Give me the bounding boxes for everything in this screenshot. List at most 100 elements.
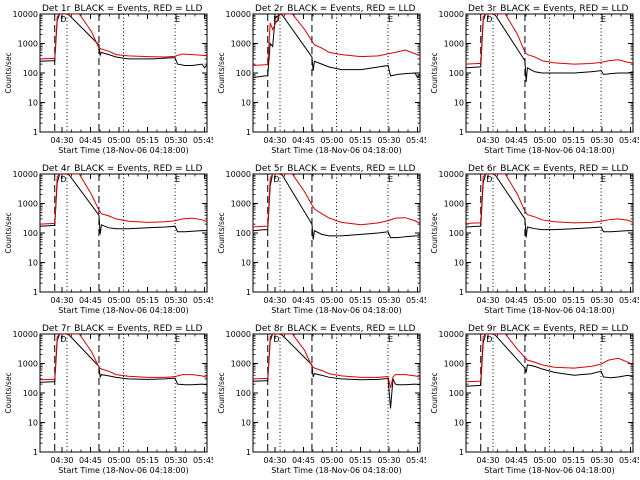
- events-series-line: [40, 334, 207, 386]
- x-tick-label: 05:45: [193, 296, 213, 305]
- y-tick-label: 10000: [226, 330, 251, 339]
- y-tick-label: 10000: [439, 10, 464, 19]
- marker-label: E: [175, 15, 180, 24]
- y-tick-label: 1000: [231, 40, 251, 49]
- panel-title-detector: Det 3r: [468, 4, 497, 14]
- x-tick-label: 05:45: [406, 136, 426, 145]
- y-tick-label: 10000: [439, 330, 464, 339]
- panel-title-detector: Det 1r: [42, 4, 71, 14]
- chart-svg: Det 3r BLACK = Events, RED = LLD 1 10 100 100…: [430, 4, 639, 155]
- chart-svg: Det 4r BLACK = Events, RED = LLD 1 10 100 100…: [4, 164, 213, 315]
- marker-label: E: [601, 175, 606, 184]
- x-tick-label: 05:00: [107, 456, 130, 465]
- y-tick-label: 100: [449, 69, 464, 78]
- panel-title-detector: Det 2r: [255, 4, 284, 14]
- panel-title: Det 1r BLACK = Events, RED = LLD: [42, 4, 202, 14]
- x-tick-label: 05:00: [320, 136, 343, 145]
- x-tick-label: 05:00: [533, 136, 556, 145]
- x-axis-label: Start Time (18-Nov-06 04:18:00): [484, 466, 614, 475]
- events-series-line: [466, 334, 633, 387]
- x-axis-label: Start Time (18-Nov-06 04:18:00): [271, 466, 401, 475]
- x-axis-label: Start Time (18-Nov-06 04:18:00): [271, 146, 401, 155]
- y-tick-label: 10000: [226, 10, 251, 19]
- panel-title-legend: BLACK = Events, RED = LLD: [500, 164, 628, 174]
- chart-svg: Det 7r BLACK = Events, RED = LLD 1 10 100 100…: [4, 324, 213, 475]
- plot-area: [466, 14, 633, 132]
- panel-title: Det 7r BLACK = Events, RED = LLD: [42, 324, 202, 334]
- x-tick-label: 05:15: [136, 296, 159, 305]
- chart-panel: Det 8r BLACK = Events, RED = LLD 1 10 100 100…: [213, 320, 426, 480]
- x-tick-label: 05:30: [377, 456, 400, 465]
- marker-label: D: [486, 175, 492, 184]
- chart-svg: Det 2r BLACK = Events, RED = LLD 1 10 100 100…: [217, 4, 426, 155]
- x-tick-label: 05:30: [590, 456, 613, 465]
- y-tick-label: 1000: [231, 360, 251, 369]
- x-tick-label: 05:00: [320, 456, 343, 465]
- panel-title-detector: Det 7r: [42, 324, 71, 334]
- panel-title-legend: BLACK = Events, RED = LLD: [500, 4, 628, 14]
- chart-panel: Det 4r BLACK = Events, RED = LLD 1 10 100 100…: [0, 160, 213, 320]
- x-tick-label: 05:30: [590, 296, 613, 305]
- y-tick-label: 1: [459, 128, 464, 137]
- y-axis-label: Counts/sec: [4, 372, 13, 413]
- x-tick-label: 05:30: [590, 136, 613, 145]
- lld-series-line: [466, 174, 633, 224]
- plot-area: [253, 14, 420, 132]
- y-tick-label: 1000: [18, 360, 38, 369]
- y-tick-label: 1000: [444, 360, 464, 369]
- lld-series-line: [253, 14, 420, 66]
- plot-area: [253, 174, 420, 292]
- y-tick-label: 10: [28, 259, 38, 268]
- y-tick-label: 1: [246, 448, 251, 457]
- events-series-line: [40, 174, 207, 235]
- marker-label: E: [175, 175, 180, 184]
- y-tick-label: 1000: [18, 40, 38, 49]
- y-axis-label: Counts/sec: [4, 52, 13, 93]
- chart-panel: Det 6r BLACK = Events, RED = LLD 1 10 100 100…: [426, 160, 639, 320]
- y-tick-label: 10000: [13, 330, 38, 339]
- lld-series-line: [466, 334, 633, 383]
- x-axis-label: Start Time (18-Nov-06 04:18:00): [484, 306, 614, 315]
- x-axis-label: Start Time (18-Nov-06 04:18:00): [58, 466, 188, 475]
- panel-title-detector: Det 9r: [468, 324, 497, 334]
- y-tick-label: 10: [28, 419, 38, 428]
- marker-label: D: [60, 175, 66, 184]
- panel-title: Det 5r BLACK = Events, RED = LLD: [255, 164, 415, 174]
- x-tick-label: 04:45: [79, 136, 102, 145]
- y-tick-label: 100: [449, 389, 464, 398]
- y-tick-label: 10: [28, 99, 38, 108]
- x-tick-label: 04:30: [263, 136, 286, 145]
- y-tick-label: 100: [236, 229, 251, 238]
- y-tick-label: 10: [241, 259, 251, 268]
- marker-label: E: [388, 15, 393, 24]
- panel-title: Det 3r BLACK = Events, RED = LLD: [468, 4, 628, 14]
- y-axis-label: Counts/sec: [430, 372, 439, 413]
- x-tick-label: 05:45: [619, 296, 639, 305]
- y-tick-label: 10000: [439, 170, 464, 179]
- lld-series-line: [253, 174, 420, 228]
- marker-label: D: [60, 335, 66, 344]
- panel-title: Det 4r BLACK = Events, RED = LLD: [42, 164, 202, 174]
- plot-area: [466, 174, 633, 292]
- panel-title-legend: BLACK = Events, RED = LLD: [74, 4, 202, 14]
- y-tick-label: 100: [236, 69, 251, 78]
- x-tick-label: 04:45: [292, 136, 315, 145]
- marker-label: D: [486, 15, 492, 24]
- y-tick-label: 1: [246, 128, 251, 137]
- x-tick-label: 05:45: [193, 456, 213, 465]
- y-tick-label: 100: [23, 389, 38, 398]
- x-tick-label: 05:45: [193, 136, 213, 145]
- marker-label: E: [388, 335, 393, 344]
- chart-svg: Det 6r BLACK = Events, RED = LLD 1 10 100 100…: [430, 164, 639, 315]
- y-tick-label: 1000: [444, 40, 464, 49]
- x-axis-label: Start Time (18-Nov-06 04:18:00): [484, 146, 614, 155]
- plot-area: [40, 174, 207, 292]
- y-tick-label: 10000: [13, 10, 38, 19]
- marker-label: E: [601, 335, 606, 344]
- panel-title-legend: BLACK = Events, RED = LLD: [74, 324, 202, 334]
- x-tick-label: 04:30: [50, 136, 73, 145]
- x-tick-label: 05:45: [406, 456, 426, 465]
- x-tick-label: 05:15: [562, 136, 585, 145]
- plot-area: [40, 334, 207, 452]
